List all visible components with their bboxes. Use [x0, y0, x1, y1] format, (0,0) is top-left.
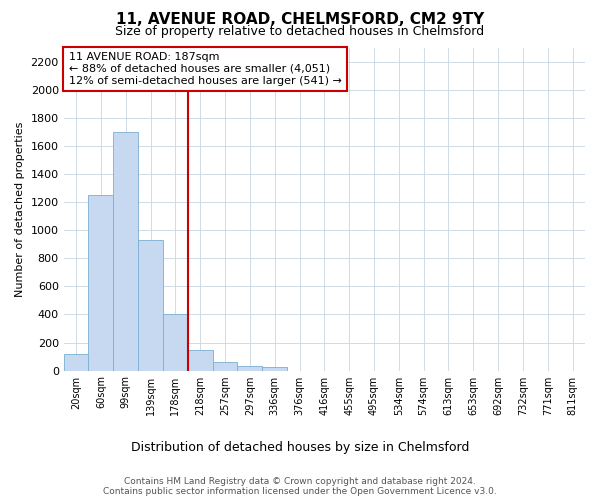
- Text: 11 AVENUE ROAD: 187sqm
← 88% of detached houses are smaller (4,051)
12% of semi-: 11 AVENUE ROAD: 187sqm ← 88% of detached…: [69, 52, 342, 86]
- Text: Contains HM Land Registry data © Crown copyright and database right 2024.: Contains HM Land Registry data © Crown c…: [124, 476, 476, 486]
- Text: 11, AVENUE ROAD, CHELMSFORD, CM2 9TY: 11, AVENUE ROAD, CHELMSFORD, CM2 9TY: [116, 12, 484, 28]
- Bar: [64, 354, 88, 370]
- Bar: [262, 367, 287, 370]
- Bar: [238, 366, 262, 370]
- Bar: [113, 132, 138, 370]
- Text: Size of property relative to detached houses in Chelmsford: Size of property relative to detached ho…: [115, 25, 485, 38]
- Bar: [188, 350, 212, 370]
- Y-axis label: Number of detached properties: Number of detached properties: [15, 122, 25, 297]
- Bar: [138, 240, 163, 370]
- Bar: [163, 314, 188, 370]
- Bar: [212, 362, 238, 370]
- Text: Contains public sector information licensed under the Open Government Licence v3: Contains public sector information licen…: [103, 486, 497, 496]
- Text: Distribution of detached houses by size in Chelmsford: Distribution of detached houses by size …: [131, 441, 469, 454]
- Bar: [88, 195, 113, 370]
